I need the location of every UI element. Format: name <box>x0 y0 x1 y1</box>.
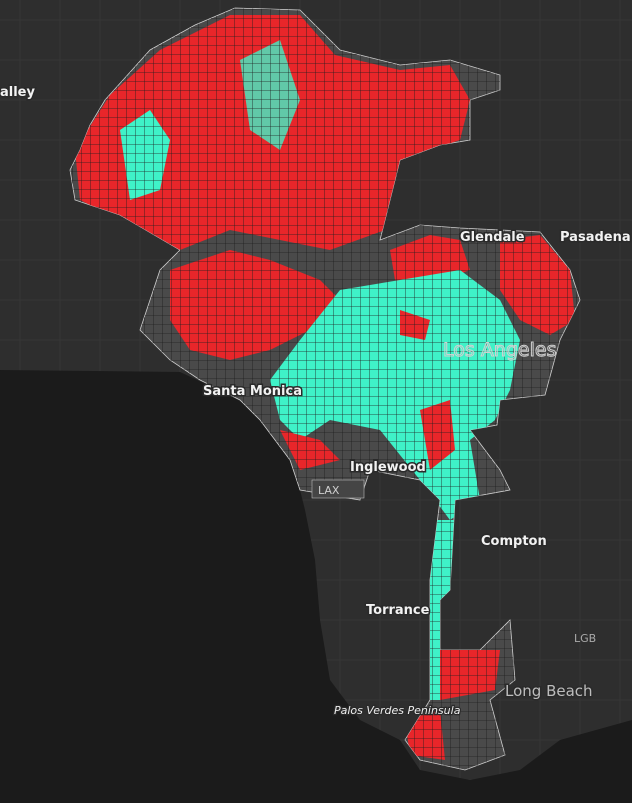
place-label: alley <box>0 85 36 100</box>
place-label: Compton <box>481 534 547 549</box>
place-label: Santa Monica <box>203 384 302 399</box>
place-label: Glendale <box>460 230 525 245</box>
airport-label: LAX <box>318 484 340 497</box>
city-label: Los Angeles <box>443 339 556 361</box>
place-label: Palos Verdes Peninsula <box>334 704 461 717</box>
place-label: Torrance <box>366 603 430 618</box>
ocean <box>0 370 632 803</box>
place-label: Pasadena <box>560 230 631 245</box>
place-label: Inglewood <box>350 460 426 475</box>
place-label: Long Beach <box>505 682 593 700</box>
airport <box>311 479 365 499</box>
airport-label: LGB <box>574 632 596 645</box>
